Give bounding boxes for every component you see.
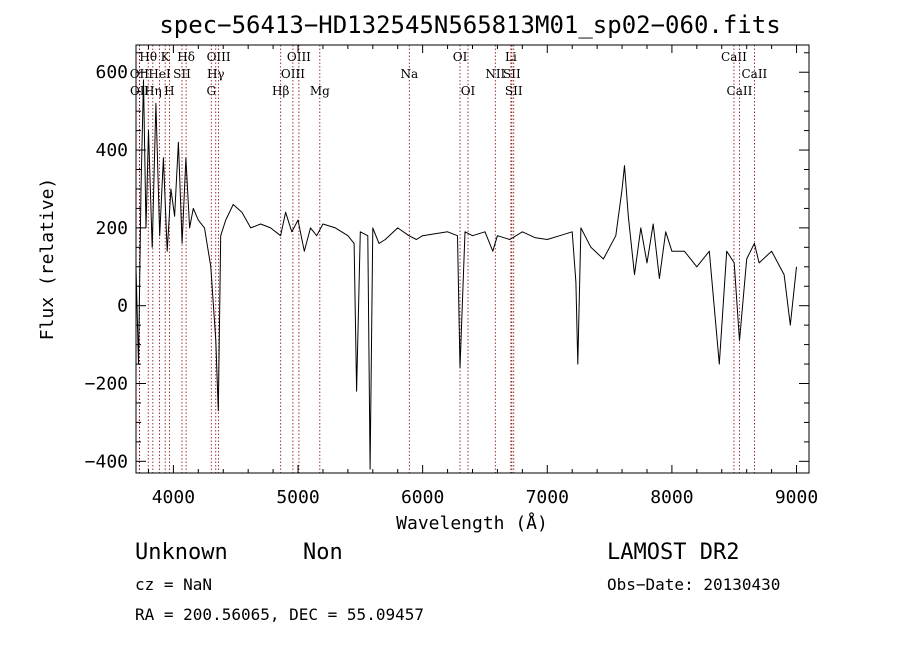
x-axis-ticks: 4000 5000 6000 7000 8000 9000: [147, 45, 818, 508]
ra-dec: RA = 200.56065, DEC = 55.09457: [135, 605, 424, 624]
spectral-line-label: OIII: [207, 50, 231, 64]
spectral-line-label: Hγ: [207, 67, 225, 81]
spectral-line-label: SII: [505, 84, 523, 98]
spectral-line-label: Hθ: [139, 50, 157, 64]
spectral-line-label: OII: [130, 84, 150, 98]
x-tick-label: 8000: [650, 487, 693, 508]
spectral-line-label: K: [161, 50, 171, 64]
x-tick-label: 6000: [401, 487, 444, 508]
x-tick-label: 7000: [526, 487, 569, 508]
spectral-line-label: SII: [503, 67, 521, 81]
y-tick-label: 0: [117, 296, 128, 317]
y-tick-label: −200: [85, 374, 128, 395]
spectral-line-label: Mg: [310, 84, 330, 98]
y-tick-label: 200: [95, 218, 128, 239]
y-tick-label: −400: [85, 451, 128, 472]
spectral-line-label: Hη: [144, 84, 162, 98]
spectral-line-label: CaII: [721, 50, 747, 64]
redshift-cz: cz = NaN: [135, 575, 212, 594]
spectral-line-label: Hδ: [177, 50, 195, 64]
spectral-line-label: G: [206, 84, 216, 98]
y-tick-label: 400: [95, 140, 128, 161]
spectral-line-label: OIII: [281, 67, 305, 81]
spectral-line-label: CaII: [727, 84, 753, 98]
spectral-line-label: NII: [485, 67, 505, 81]
x-axis-label: Wavelength (Å): [396, 512, 548, 534]
spectral-line-label: HeI: [148, 67, 171, 81]
spectral-line-label: OI: [461, 84, 476, 98]
x-tick-label: 5000: [276, 487, 319, 508]
spectral-line-label: Na: [400, 67, 418, 81]
spectral-line-label: H: [164, 84, 174, 98]
spectral-line-label: OIII: [287, 50, 311, 64]
x-tick-label: 9000: [775, 487, 818, 508]
spectral-line-label: Hβ: [272, 84, 289, 98]
object-class: Unknown: [135, 540, 228, 565]
object-subclass: Non: [303, 540, 343, 565]
survey-name: LAMOST DR2: [607, 540, 739, 565]
y-axis-ticks: −400 −200 0 200 400 600: [85, 52, 809, 472]
spectrum-line: [135, 79, 797, 470]
x-tick-label: 4000: [152, 487, 195, 508]
y-axis-label: Flux (relative): [37, 178, 58, 341]
spectral-line-label: OI: [453, 50, 468, 64]
observation-date: Obs−Date: 20130430: [607, 575, 780, 594]
y-tick-label: 600: [95, 62, 128, 83]
plot-frame: [135, 44, 810, 474]
spectral-line-label: CaII: [741, 67, 767, 81]
chart-title: spec−56413−HD132545N565813M01_sp02−060.f…: [159, 11, 780, 39]
spectrum-layer: [135, 79, 797, 470]
spectral-line-label: SII: [173, 67, 191, 81]
spectral-line-label: Li: [505, 50, 517, 64]
